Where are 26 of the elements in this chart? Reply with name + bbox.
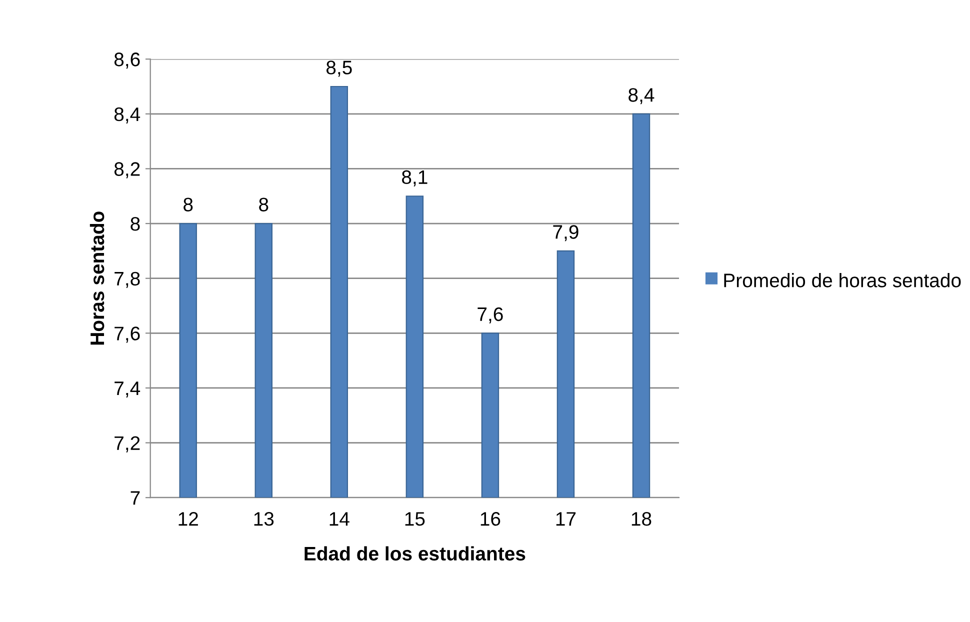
x-tick-label: 17 (556, 512, 576, 526)
y-tick-label: 7 (130, 491, 140, 505)
y-tick-label: 8,4 (114, 107, 140, 124)
data-label: 8 (184, 198, 193, 212)
y-axis-title: Horas sentado (90, 212, 104, 345)
y-tick-label: 7,8 (114, 272, 140, 288)
x-tick-label: 13 (254, 512, 274, 526)
x-tick-label: 18 (632, 512, 652, 526)
data-label: 8,1 (402, 170, 428, 186)
data-label: 8 (259, 198, 268, 212)
y-tick-label: 7,4 (114, 382, 140, 398)
x-tick-label: 16 (480, 512, 500, 526)
y-tick-label: 8 (130, 217, 140, 231)
x-tick-label: 15 (405, 512, 425, 526)
y-tick-label: 8,2 (114, 162, 140, 178)
data-label: 8,4 (628, 88, 654, 104)
data-label: 7,6 (478, 307, 503, 324)
data-label: 8,5 (326, 60, 352, 77)
x-tick-label: 12 (178, 512, 198, 526)
x-axis-title: Edad de los estudiantes (304, 546, 526, 561)
data-label: 7,9 (553, 225, 578, 242)
x-tick-label: 14 (330, 512, 350, 526)
y-tick-label: 7,6 (114, 326, 140, 343)
legend-label: Promedio de horas sentado (724, 273, 961, 288)
y-tick-label: 8,6 (114, 52, 140, 69)
y-tick-label: 7,2 (114, 436, 140, 452)
